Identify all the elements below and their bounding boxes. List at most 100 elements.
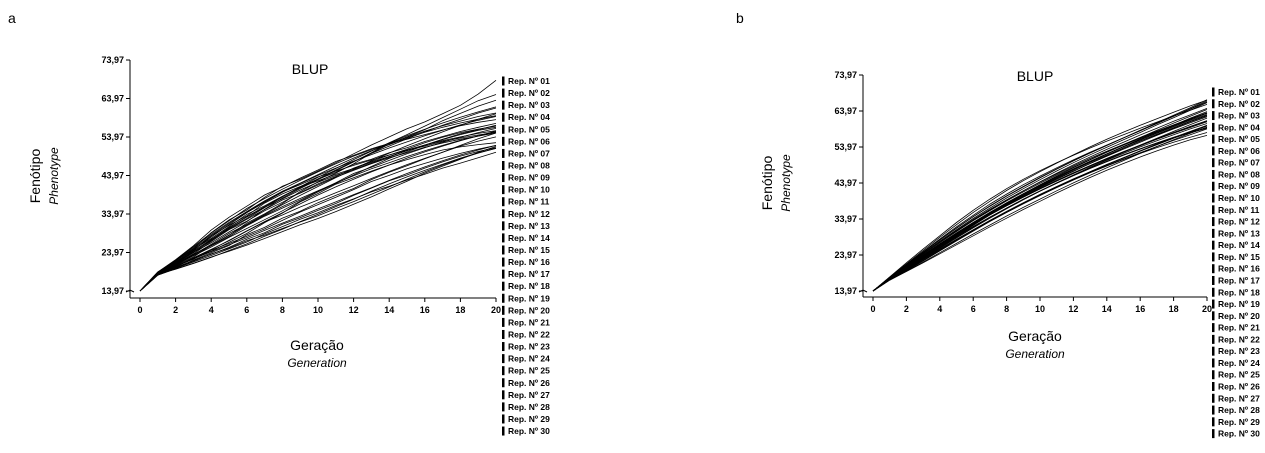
series-line-26 <box>139 131 497 292</box>
legend-label: Rep. Nº 25 <box>1218 370 1260 380</box>
legend-swatch <box>502 136 505 146</box>
legend-label: Rep. Nº 05 <box>508 124 550 134</box>
series-line-2 <box>872 114 1208 292</box>
legend-label: Rep. Nº 09 <box>508 173 550 183</box>
legend-swatch <box>1212 146 1215 156</box>
chart-title: BLUP <box>1017 68 1054 84</box>
series-line-30 <box>139 130 497 292</box>
x-tick-label: 0 <box>137 305 142 315</box>
legend-label: Rep. Nº 04 <box>508 112 550 122</box>
legend-label: Rep. Nº 18 <box>1218 287 1260 297</box>
x-axis-label: Geração <box>290 337 344 353</box>
series-line-30 <box>872 108 1208 292</box>
series-line-7 <box>872 128 1208 292</box>
chart-title: BLUP <box>292 61 329 77</box>
panel-label-b: b <box>736 10 744 26</box>
x-tick-label: 6 <box>244 305 249 315</box>
legend-swatch <box>502 293 505 303</box>
y-tick-label: 33,97 <box>834 214 857 224</box>
legend-swatch <box>1212 181 1215 191</box>
legend-swatch <box>1212 169 1215 179</box>
legend-swatch <box>1212 134 1215 144</box>
series-line-18 <box>139 115 497 292</box>
legend-label: Rep. Nº 28 <box>508 402 550 412</box>
legend-label: Rep. Nº 24 <box>508 354 550 364</box>
series-line-8 <box>139 119 497 292</box>
y-axis-sublabel: Phenotype <box>47 147 61 205</box>
legend-label: Rep. Nº 14 <box>508 233 550 243</box>
series-line-6 <box>139 125 497 292</box>
x-tick-label: 4 <box>937 304 942 314</box>
y-tick-label: 63,97 <box>834 106 857 116</box>
legend-label: Rep. Nº 01 <box>1218 87 1260 97</box>
legend-swatch <box>1212 240 1215 250</box>
legend-label: Rep. Nº 13 <box>508 221 550 231</box>
legend-label: Rep. Nº 26 <box>508 378 550 388</box>
legend-label: Rep. Nº 14 <box>1218 240 1260 250</box>
x-tick-label: 8 <box>1004 304 1009 314</box>
legend-swatch <box>502 402 505 412</box>
series-line-13 <box>872 126 1208 292</box>
legend-swatch <box>502 88 505 98</box>
legend-label: Rep. Nº 05 <box>1218 134 1260 144</box>
legend-swatch <box>502 342 505 352</box>
x-tick-label: 20 <box>1202 304 1212 314</box>
legend-swatch <box>1212 382 1215 391</box>
legend-swatch <box>502 269 505 279</box>
series-line-29 <box>872 123 1208 292</box>
legend-swatch <box>1212 217 1215 227</box>
legend-swatch <box>502 148 505 158</box>
legend-label: Rep. Nº 17 <box>1218 275 1260 285</box>
x-tick-label: 2 <box>904 304 909 314</box>
legend-label: Rep. Nº 16 <box>508 257 550 267</box>
x-tick-label: 14 <box>1102 304 1112 314</box>
x-tick-label: 10 <box>313 305 323 315</box>
legend-swatch <box>1212 334 1215 344</box>
legend-label: Rep. Nº 15 <box>1218 252 1260 262</box>
x-tick-label: 16 <box>1135 304 1145 314</box>
x-tick-label: 6 <box>971 304 976 314</box>
legend-label: Rep. Nº 23 <box>508 342 550 352</box>
series-line-17 <box>139 148 497 292</box>
legend-label: Rep. Nº 20 <box>1218 311 1260 321</box>
legend-swatch <box>502 378 505 388</box>
series-line-18 <box>872 109 1208 292</box>
legend-swatch <box>502 390 505 400</box>
x-tick-label: 14 <box>384 305 394 315</box>
legend-swatch <box>502 209 505 219</box>
legend-swatch <box>1212 393 1215 403</box>
legend-swatch <box>502 112 505 122</box>
x-axis-label: Geração <box>1008 328 1062 344</box>
series-line-19 <box>872 127 1208 292</box>
y-tick-label: 13,97 <box>101 286 124 296</box>
legend-label: Rep. Nº 19 <box>1218 299 1260 309</box>
legend-swatch <box>502 317 505 327</box>
series-line-26 <box>872 99 1208 292</box>
x-tick-label: 4 <box>209 305 214 315</box>
legend-swatch <box>502 329 505 339</box>
legend-swatch <box>1212 429 1215 439</box>
legend-label: Rep. Nº 18 <box>508 281 550 291</box>
legend-label: Rep. Nº 07 <box>508 148 550 158</box>
legend-swatch <box>1212 311 1215 321</box>
legend-swatch <box>1212 358 1215 368</box>
y-axis-label: Fenótipo <box>27 149 43 204</box>
legend-swatch <box>1212 193 1215 203</box>
legend-swatch <box>1212 99 1215 109</box>
legend-swatch <box>1212 417 1215 427</box>
legend-swatch <box>502 281 505 291</box>
series-line-5 <box>872 124 1208 292</box>
legend-swatch <box>1212 228 1215 238</box>
legend-label: Rep. Nº 24 <box>1218 358 1260 368</box>
x-tick-label: 18 <box>455 305 465 315</box>
legend-swatch <box>502 354 505 364</box>
legend-label: Rep. Nº 13 <box>1218 228 1260 238</box>
x-axis-sublabel: Generation <box>1005 347 1065 361</box>
legend-swatch <box>502 305 505 315</box>
y-tick-label: 23,97 <box>834 250 857 260</box>
x-tick-label: 12 <box>349 305 359 315</box>
y-tick-label: 33,97 <box>101 209 124 219</box>
legend-label: Rep. Nº 21 <box>1218 323 1260 333</box>
legend-label: Rep. Nº 19 <box>508 293 550 303</box>
